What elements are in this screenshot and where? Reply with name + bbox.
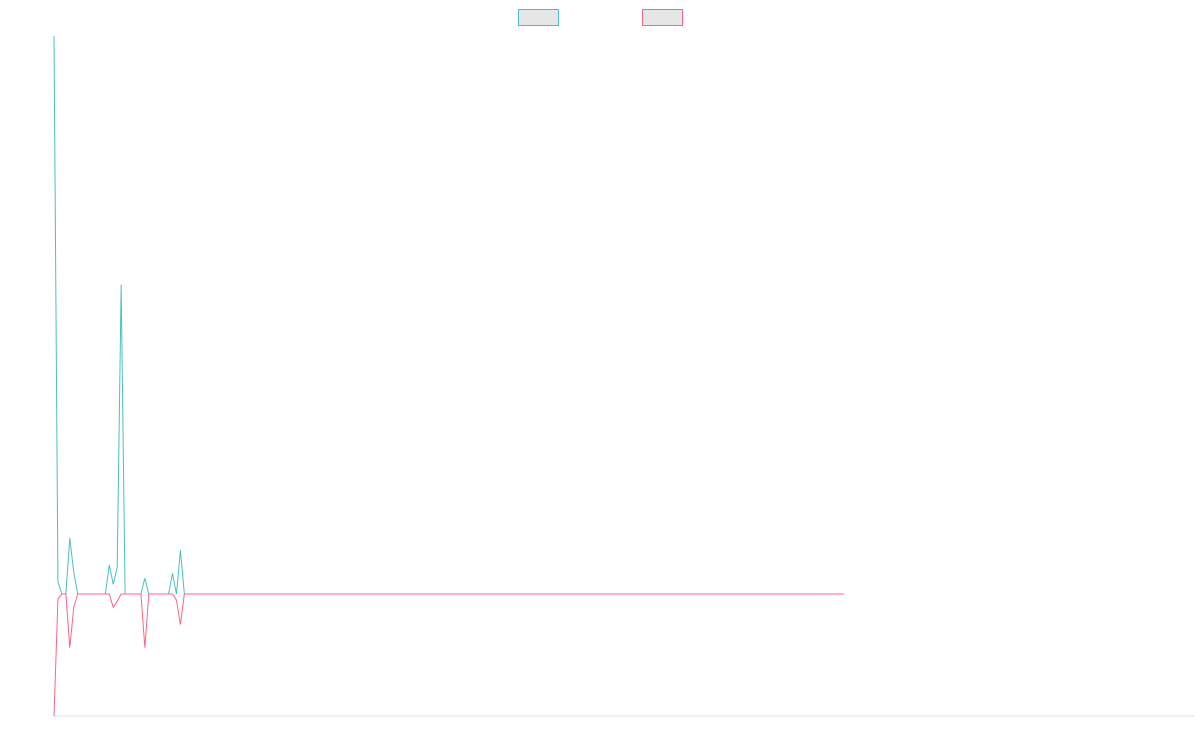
series-layer	[53, 35, 844, 717]
legend[interactable]	[518, 9, 683, 26]
series-line-2[interactable]	[53, 593, 844, 717]
legend-swatch-1[interactable]	[518, 9, 559, 26]
series-line-1[interactable]	[53, 35, 844, 595]
legend-swatch-2[interactable]	[642, 9, 683, 26]
